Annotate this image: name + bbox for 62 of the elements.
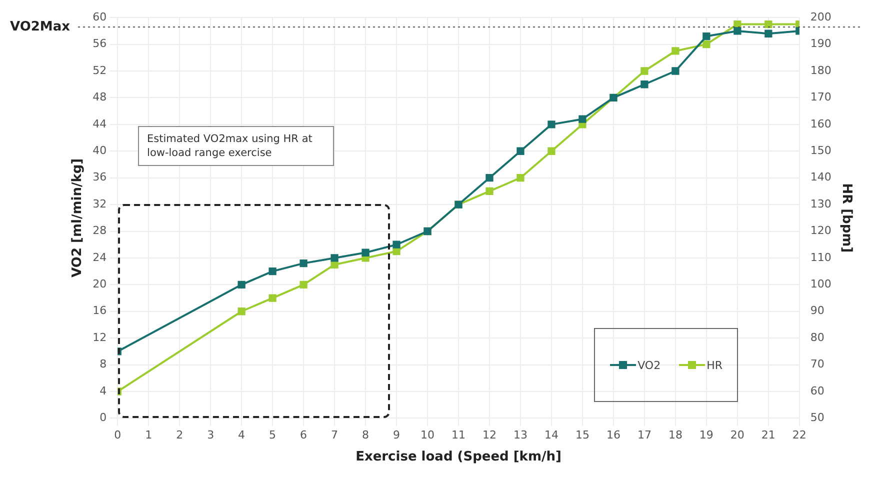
y2-axis-title: HR [bpm] [838,183,854,253]
x-tick-label: 11 [452,428,466,442]
x-tick-label: 21 [761,428,776,442]
y2-tick-label: 160 [810,117,832,130]
y-tick-label: 48 [92,90,107,104]
y2-tick-label: 80 [810,330,824,344]
x-tick-label: 0 [114,428,122,442]
y-tick-label: 40 [92,144,107,157]
y-tick-label: 56 [92,37,107,50]
y2-tick-label: 150 [810,144,832,157]
annotation: Estimated VO2max using HR at low-load range exercise [138,126,334,166]
x-tick-label: 14 [544,428,558,442]
x-tick-label: 13 [513,428,528,442]
y-tick-label: 20 [92,278,107,291]
y-tick-label: 4 [100,384,107,398]
y2-tick-label: 180 [810,64,832,77]
y-tick-label: 8 [100,358,107,371]
y2-tick-label: 50 [810,411,824,424]
y-tick-label: 28 [92,224,107,238]
y2-tick-label: 90 [810,304,824,318]
x-tick-label: 10 [420,428,435,442]
y-tick-label: 36 [92,170,107,184]
y2-tick-label: 120 [810,224,832,238]
y-tick-label: 16 [92,304,107,318]
x-tick-label: 8 [362,428,370,442]
x-tick-label: 15 [575,428,590,442]
legend-label: VO2 [638,358,661,372]
legend-label: HR [706,358,722,372]
y-axis-title: VO2 [ml/min/kg] [70,158,86,278]
y2-tick-label: 110 [810,250,832,264]
y2-tick-label: 70 [810,358,824,371]
x-axis-title: Exercise load (Speed [km/h] [356,450,562,465]
x-tick-label: 2 [176,428,184,442]
y-tick-label: 12 [92,330,107,344]
y2-tick-label: 100 [810,278,832,291]
y-tick-label: 52 [92,64,107,77]
y-tick-label: 32 [92,197,107,210]
y2-tick-label: 190 [810,37,832,50]
y-tick-label: 44 [92,117,107,130]
ref-line-label: VO2Max [10,19,71,34]
y-tick-label: 24 [92,250,107,264]
x-tick-label: 20 [730,428,744,442]
y2-tick-label: 170 [810,90,832,104]
x-tick-label: 12 [482,428,496,442]
x-tick-label: 17 [637,428,652,442]
x-tick-label: 18 [668,428,682,442]
x-tick-label: 7 [331,428,338,442]
y2-tick-label: 140 [810,170,832,184]
y2-tick-label: 200 [810,10,832,24]
y2-tick-label: 60 [810,384,824,398]
y-tick-label: 60 [92,10,107,24]
x-tick-label: 19 [699,428,714,442]
x-tick-label: 16 [606,428,620,442]
y2-tick-label: 130 [810,197,832,210]
x-tick-label: 6 [300,428,308,442]
y-tick-label: 0 [100,411,107,424]
x-tick-label: 3 [207,428,214,442]
x-tick-label: 5 [269,428,276,442]
x-tick-label: 4 [238,428,246,442]
x-tick-label: 9 [393,428,400,442]
x-tick-label: 1 [145,428,152,442]
x-tick-label: 22 [792,428,806,442]
